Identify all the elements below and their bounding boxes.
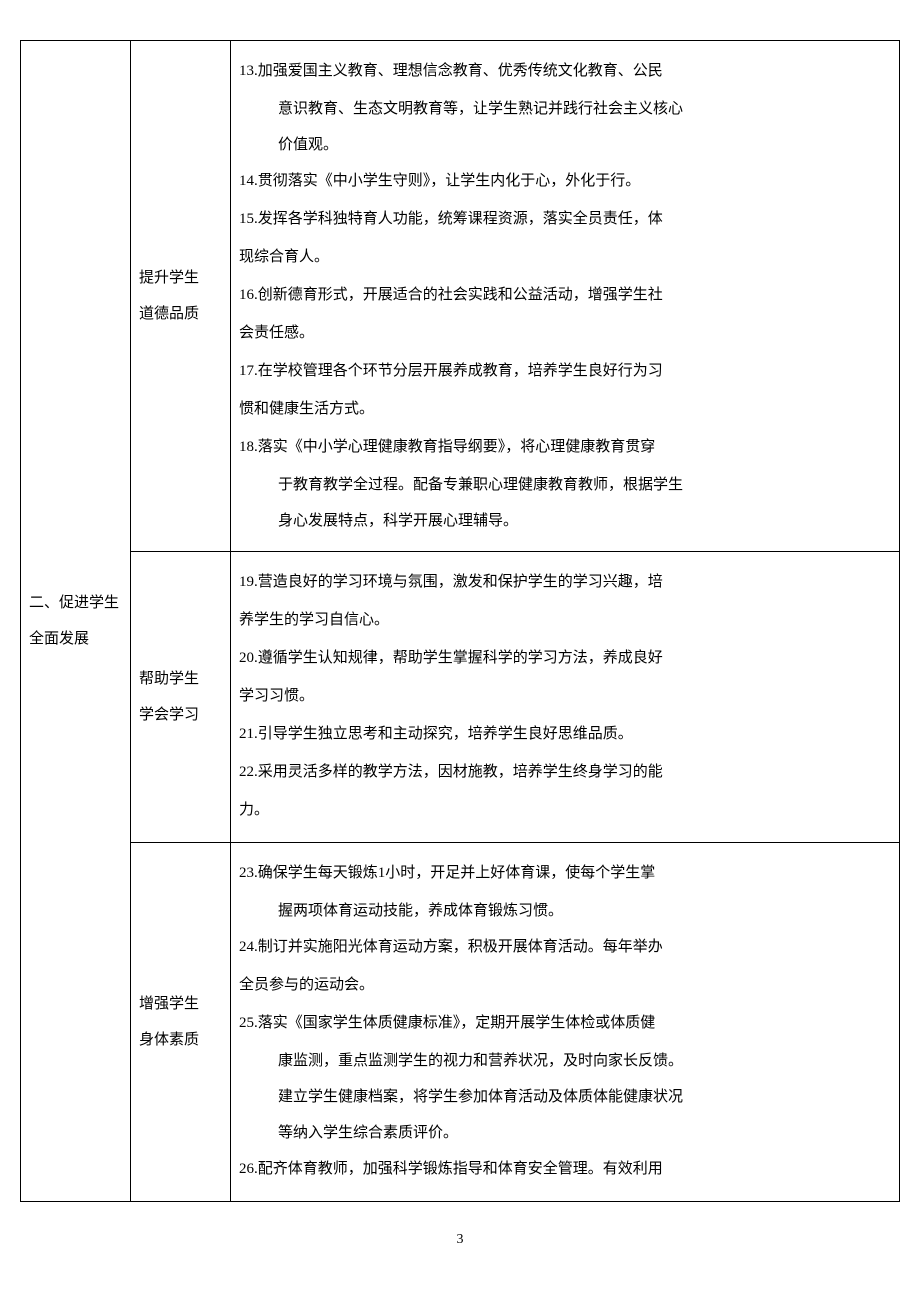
content-cell: 13.加强爱国主义教育、理想信念教育、优秀传统文化教育、公民 意识教育、生态文明…	[231, 41, 900, 552]
list-item: 18.落实《中小学心理健康教育指导纲要》，将心理健康教育贯穿	[239, 429, 889, 465]
table-row: 二、促进学生 全面发展 提升学生 道德品质 13.加强爱国主义教育、理想信念教育…	[21, 41, 900, 552]
list-item-cont: 等纳入学生综合素质评价。	[239, 1115, 889, 1151]
list-item: 22.采用灵活多样的教学方法，因材施教，培养学生终身学习的能	[239, 754, 889, 790]
content-cell: 19.营造良好的学习环境与氛围，激发和保护学生的学习兴趣，培 养学生的学习自信心…	[231, 552, 900, 843]
standards-table: 二、促进学生 全面发展 提升学生 道德品质 13.加强爱国主义教育、理想信念教育…	[20, 40, 900, 1202]
category-label: 二、促进学生	[29, 585, 124, 621]
table-row: 增强学生 身体素质 23.确保学生每天锻炼1小时，开足并上好体育课，使每个学生掌…	[21, 843, 900, 1202]
subcategory-cell: 帮助学生 学会学习	[131, 552, 231, 843]
list-item-cont: 惯和健康生活方式。	[239, 391, 889, 427]
list-item: 23.确保学生每天锻炼1小时，开足并上好体育课，使每个学生掌	[239, 855, 889, 891]
page-number: 3	[457, 1232, 464, 1248]
list-item-cont: 全员参与的运动会。	[239, 967, 889, 1003]
list-item-cont: 养学生的学习自信心。	[239, 602, 889, 638]
list-item: 24.制订并实施阳光体育运动方案，积极开展体育活动。每年举办	[239, 929, 889, 965]
category-label: 全面发展	[29, 621, 124, 657]
category-cell: 二、促进学生 全面发展	[21, 41, 131, 1202]
list-item: 21.引导学生独立思考和主动探究，培养学生良好思维品质。	[239, 716, 889, 752]
list-item: 13.加强爱国主义教育、理想信念教育、优秀传统文化教育、公民	[239, 53, 889, 89]
content-cell: 23.确保学生每天锻炼1小时，开足并上好体育课，使每个学生掌 握两项体育运动技能…	[231, 843, 900, 1202]
list-item: 26.配齐体育教师，加强科学锻炼指导和体育安全管理。有效利用	[239, 1151, 889, 1187]
list-item-cont: 握两项体育运动技能，养成体育锻炼习惯。	[239, 893, 889, 929]
subcategory-label: 道德品质	[139, 296, 224, 332]
list-item: 17.在学校管理各个环节分层开展养成教育，培养学生良好行为习	[239, 353, 889, 389]
list-item-cont: 价值观。	[239, 127, 889, 163]
list-item: 14.贯彻落实《中小学生守则》，让学生内化于心，外化于行。	[239, 163, 889, 199]
subcategory-label: 学会学习	[139, 697, 224, 733]
list-item-cont: 力。	[239, 792, 889, 828]
list-item: 16.创新德育形式，开展适合的社会实践和公益活动，增强学生社	[239, 277, 889, 313]
list-item-cont: 意识教育、生态文明教育等，让学生熟记并践行社会主义核心	[239, 91, 889, 127]
list-item: 25.落实《国家学生体质健康标准》，定期开展学生体检或体质健	[239, 1005, 889, 1041]
subcategory-label: 帮助学生	[139, 661, 224, 697]
list-item: 20.遵循学生认知规律，帮助学生掌握科学的学习方法，养成良好	[239, 640, 889, 676]
list-item: 15.发挥各学科独特育人功能，统筹课程资源，落实全员责任，体	[239, 201, 889, 237]
table-row: 帮助学生 学会学习 19.营造良好的学习环境与氛围，激发和保护学生的学习兴趣，培…	[21, 552, 900, 843]
subcategory-cell: 提升学生 道德品质	[131, 41, 231, 552]
document-page: 二、促进学生 全面发展 提升学生 道德品质 13.加强爱国主义教育、理想信念教育…	[20, 40, 900, 1202]
list-item-cont: 学习习惯。	[239, 678, 889, 714]
list-item-cont: 身心发展特点，科学开展心理辅导。	[239, 503, 889, 539]
subcategory-cell: 增强学生 身体素质	[131, 843, 231, 1202]
list-item-cont: 现综合育人。	[239, 239, 889, 275]
subcategory-label: 增强学生	[139, 986, 224, 1022]
list-item-cont: 建立学生健康档案，将学生参加体育活动及体质体能健康状况	[239, 1079, 889, 1115]
subcategory-label: 提升学生	[139, 260, 224, 296]
list-item-cont: 于教育教学全过程。配备专兼职心理健康教育教师，根据学生	[239, 467, 889, 503]
list-item: 19.营造良好的学习环境与氛围，激发和保护学生的学习兴趣，培	[239, 564, 889, 600]
list-item-cont: 会责任感。	[239, 315, 889, 351]
list-item-cont: 康监测，重点监测学生的视力和营养状况，及时向家长反馈。	[239, 1043, 889, 1079]
subcategory-label: 身体素质	[139, 1022, 224, 1058]
